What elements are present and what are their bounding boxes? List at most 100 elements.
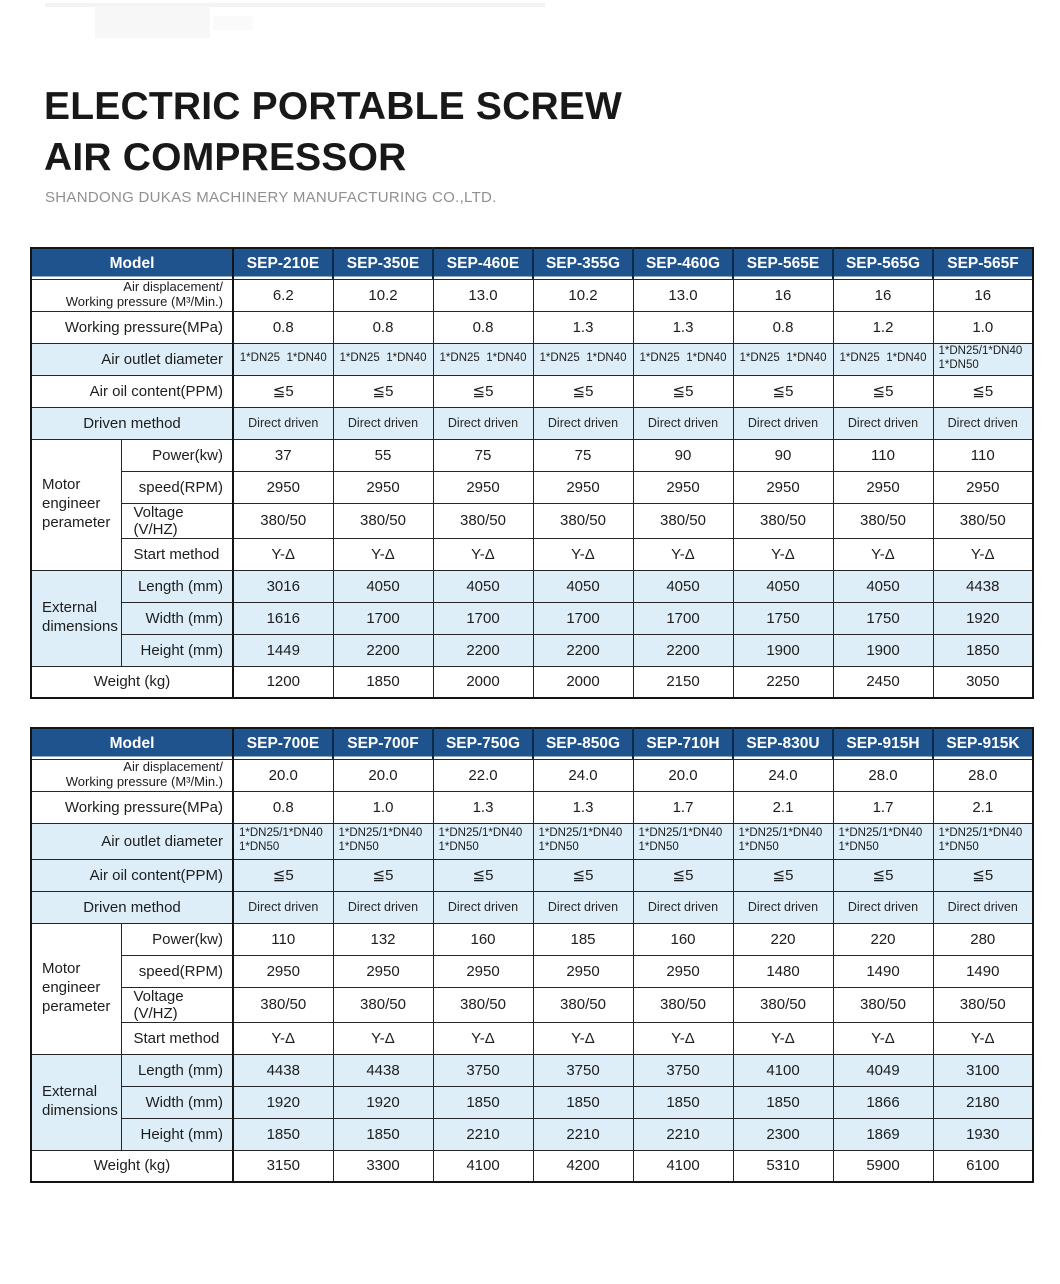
model-column-header: SEP-565F [932, 247, 1034, 280]
spec-value: 10.2 [532, 278, 634, 312]
row-label: Air outlet diameter [30, 342, 234, 376]
spec-value: 2200 [632, 633, 734, 667]
spec-value: 1*DN25 1*DN40 [432, 342, 534, 376]
spec-value: Direct driven [532, 406, 634, 440]
spec-value: Y-Δ [232, 537, 334, 571]
spec-value: 13.0 [632, 278, 734, 312]
spec-value: 0.8 [232, 310, 334, 344]
spec-value: 2950 [332, 954, 434, 988]
model-column-header: SEP-460G [632, 247, 734, 280]
spec-value: 380/50 [232, 502, 334, 539]
spec-value: ≦5 [232, 858, 334, 892]
spec-value: 5900 [832, 1149, 934, 1183]
spec-value: Y-Δ [732, 1021, 834, 1055]
spec-value: 2950 [632, 954, 734, 988]
spec-value: 380/50 [832, 502, 934, 539]
spec-value: Direct driven [332, 406, 434, 440]
spec-value: 1850 [432, 1085, 534, 1119]
company-subtitle: SHANDONG DUKAS MACHINERY MANUFACTURING C… [45, 189, 497, 206]
spec-value: 4200 [532, 1149, 634, 1183]
spec-value: 1490 [932, 954, 1034, 988]
model-column-header: SEP-210E [232, 247, 334, 280]
spec-value: 1.0 [932, 310, 1034, 344]
row-label: Air displacement/ Working pressure (M³/M… [30, 278, 234, 312]
spec-value: 1*DN25 1*DN40 [332, 342, 434, 376]
spec-value: 5310 [732, 1149, 834, 1183]
spec-value: 1490 [832, 954, 934, 988]
spec-value: Direct driven [932, 890, 1034, 924]
spec-value: 1*DN25/1*DN40 1*DN50 [632, 822, 734, 860]
row-label: Start method [120, 1021, 234, 1055]
spec-value: 1.3 [532, 310, 634, 344]
spec-value: 380/50 [932, 502, 1034, 539]
spec-value: 1920 [932, 601, 1034, 635]
spec-value: 1*DN25 1*DN40 [832, 342, 934, 376]
spec-value: 1750 [732, 601, 834, 635]
spec-value: 2950 [832, 470, 934, 504]
spec-value: 220 [832, 922, 934, 956]
spec-table-2: Model SEP-700E SEP-700F SEP-750G SEP-850G SEP… [30, 727, 1034, 1183]
row-label: Voltage (V/HZ) [120, 986, 234, 1023]
spec-value: 1.2 [832, 310, 934, 344]
spec-value: 2180 [932, 1085, 1034, 1119]
spec-value: 1700 [532, 601, 634, 635]
spec-value: 110 [232, 922, 334, 956]
spec-value: 20.0 [632, 758, 734, 792]
spec-value: 20.0 [332, 758, 434, 792]
spec-value: 1.3 [432, 790, 534, 824]
spec-value: 1700 [332, 601, 434, 635]
spec-value: 1.3 [632, 310, 734, 344]
model-column-header: SEP-565G [832, 247, 934, 280]
model-column-header: SEP-460E [432, 247, 534, 280]
spec-value: 6.2 [232, 278, 334, 312]
spec-value: ≦5 [232, 374, 334, 408]
spec-value: 4100 [732, 1053, 834, 1087]
spec-value: ≦5 [432, 374, 534, 408]
spec-value: 2.1 [732, 790, 834, 824]
spec-value: Direct driven [432, 890, 534, 924]
spec-value: Direct driven [932, 406, 1034, 440]
spec-value: 110 [832, 438, 934, 472]
spec-value: 1850 [532, 1085, 634, 1119]
spec-value: 1850 [232, 1117, 334, 1151]
spec-value: 3750 [632, 1053, 734, 1087]
spec-value: 24.0 [732, 758, 834, 792]
spec-value: 2200 [532, 633, 634, 667]
spec-value: 2950 [532, 470, 634, 504]
spec-value: 2210 [632, 1117, 734, 1151]
spec-value: 1*DN25/1*DN40 1*DN50 [732, 822, 834, 860]
spec-value: 1700 [432, 601, 534, 635]
spec-value: 2450 [832, 665, 934, 699]
spec-value: 2200 [432, 633, 534, 667]
spec-value: ≦5 [932, 374, 1034, 408]
spec-value: 1*DN25 1*DN40 [532, 342, 634, 376]
spec-value: ≦5 [532, 858, 634, 892]
group-label: External dimensions [30, 1053, 122, 1151]
spec-value: 4050 [832, 569, 934, 603]
spec-value: 6100 [932, 1149, 1034, 1183]
spec-value: 2950 [432, 954, 534, 988]
spec-value: Y-Δ [332, 1021, 434, 1055]
spec-value: ≦5 [932, 858, 1034, 892]
spec-value: Direct driven [832, 890, 934, 924]
spec-value: 2150 [632, 665, 734, 699]
spec-value: 2950 [232, 470, 334, 504]
spec-value: 0.8 [232, 790, 334, 824]
spec-value: 3300 [332, 1149, 434, 1183]
spec-value: Direct driven [532, 890, 634, 924]
spec-value: Direct driven [632, 406, 734, 440]
spec-value: 4050 [332, 569, 434, 603]
spec-value: 380/50 [532, 502, 634, 539]
spec-value: Y-Δ [932, 1021, 1034, 1055]
spec-value: 380/50 [632, 986, 734, 1023]
model-column-header: SEP-710H [632, 727, 734, 760]
spec-value: Direct driven [632, 890, 734, 924]
row-label: Power(kw) [120, 922, 234, 956]
spec-value: 55 [332, 438, 434, 472]
spec-value: 110 [932, 438, 1034, 472]
row-label: Weight (kg) [30, 1149, 234, 1183]
spec-value: 2200 [332, 633, 434, 667]
spec-value: 1750 [832, 601, 934, 635]
model-column-header: SEP-350E [332, 247, 434, 280]
spec-value: 2250 [732, 665, 834, 699]
